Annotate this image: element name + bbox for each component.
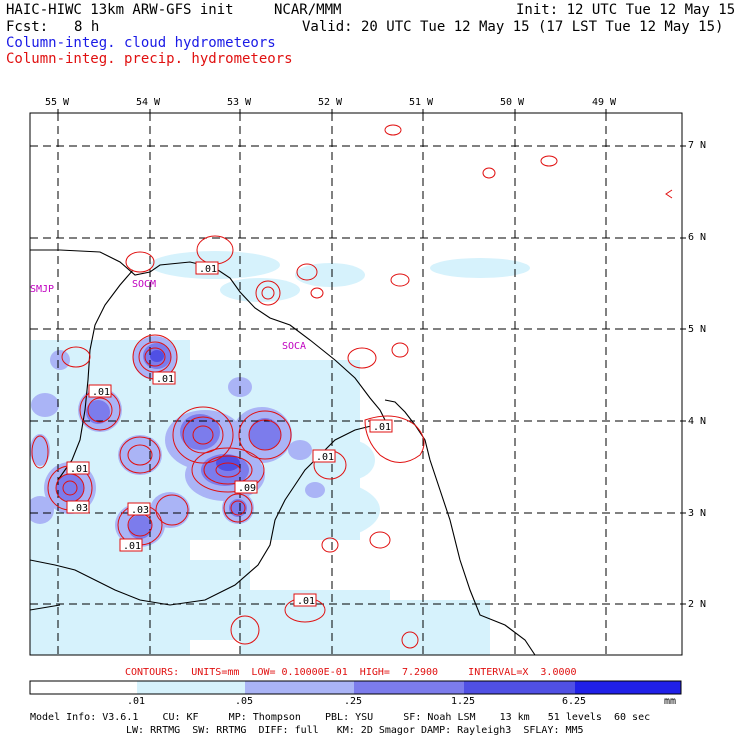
lon-label: 55 W: [45, 97, 70, 108]
site-label-smjp: SMJP: [30, 284, 55, 295]
cloud-field-title: Column-integ. cloud hydrometeors: [6, 35, 276, 51]
colorbar-tick: .05: [235, 696, 254, 707]
lon-label: 49 W: [592, 97, 617, 108]
lat-label: 4 N: [688, 416, 707, 427]
valid-time: Valid: 20 UTC Tue 12 May 15 (17 LST Tue …: [302, 19, 724, 35]
contour-label-texts: .01 .01 .01 .01 .01 .01 .03 .03 .01 .09 …: [70, 264, 391, 607]
lon-label: 52 W: [318, 97, 343, 108]
contour-label: .01: [123, 541, 141, 552]
map-frame: [29, 112, 683, 656]
model-title: HAIC-HIWC 13km ARW-GFS init: [6, 2, 234, 18]
contour-label: .01: [316, 452, 334, 463]
init-time: Init: 12 UTC Tue 12 May 15: [516, 2, 736, 18]
fcst-label: Fcst:: [6, 19, 49, 35]
lon-label: 51 W: [409, 97, 434, 108]
colorbar-tick: 1.25: [451, 696, 476, 707]
lat-label: 5 N: [688, 324, 707, 335]
site-label-socm: SOCM: [132, 279, 157, 290]
contour-label: .01: [373, 422, 391, 433]
fcst-value: 8 h: [74, 19, 100, 35]
contour-label: .01: [156, 374, 174, 385]
lat-label: 7 N: [688, 140, 707, 151]
right-ticks: [682, 145, 686, 605]
colorbar-tick: 6.25: [562, 696, 587, 707]
precip-field-title: Column-integ. precip. hydrometeors: [6, 51, 293, 67]
contour-label: .01: [297, 596, 315, 607]
lat-label: 6 N: [688, 232, 707, 243]
contour-label: .09: [238, 483, 256, 494]
contour-label: .03: [70, 503, 88, 514]
model-info-line2: LW: RRTMG SW: RRTMG DIFF: full KM: 2D Sm…: [126, 725, 584, 736]
contour-info: CONTOURS: UNITS=mm LOW= 0.10000E-01 HIGH…: [125, 667, 577, 678]
lon-label: 54 W: [136, 97, 161, 108]
site-label-soca: SOCA: [282, 341, 307, 352]
contour-label: .01: [70, 464, 88, 475]
lon-label: 50 W: [500, 97, 525, 108]
contour-label: .03: [131, 505, 149, 516]
lon-label: 53 W: [227, 97, 252, 108]
colorbar-units: mm: [664, 696, 677, 707]
colorbar-tick: .25: [344, 696, 363, 707]
contour-label: .01: [199, 264, 217, 275]
top-ticks: [57, 109, 607, 113]
org-label: NCAR/MMM: [274, 2, 342, 18]
coastline: [30, 249, 536, 655]
contour-label: .01: [92, 387, 110, 398]
contour-labels: [66, 261, 393, 607]
model-info-line1: Model Info: V3.6.1 CU: KF MP: Thompson P…: [30, 712, 651, 723]
lat-label: 3 N: [688, 508, 707, 519]
colorbar: [29, 680, 682, 695]
colorbar-tick: .01: [127, 696, 146, 707]
lat-label: 2 N: [688, 599, 707, 610]
